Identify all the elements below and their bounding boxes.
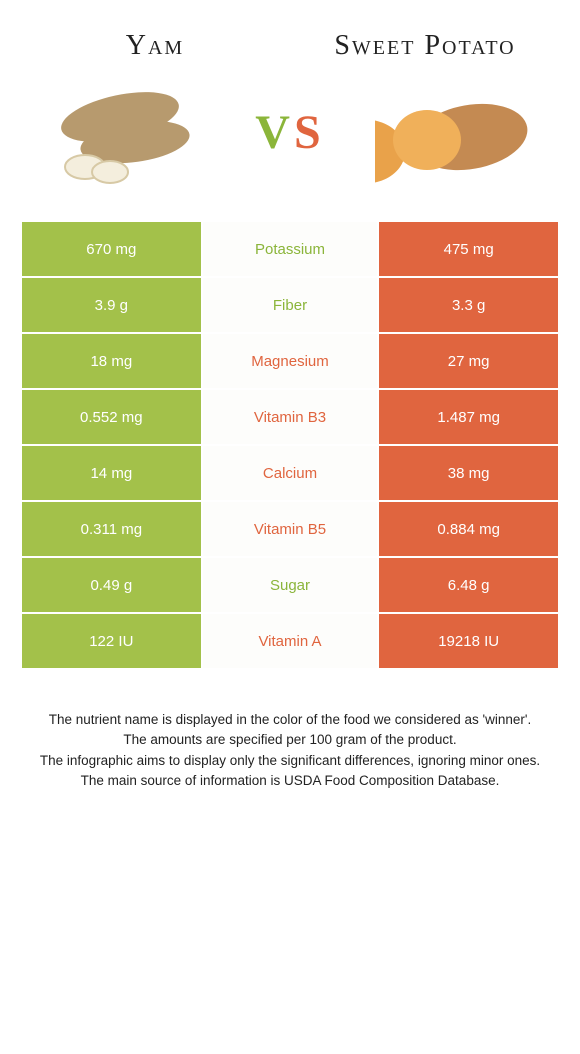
table-row: 18 mgMagnesium27 mg: [22, 334, 558, 390]
right-value: 0.884 mg: [379, 502, 558, 558]
nutrient-label: Sugar: [201, 558, 380, 614]
nutrient-label: Vitamin B3: [201, 390, 380, 446]
left-value: 122 IU: [22, 614, 201, 670]
footer-line-3: The infographic aims to display only the…: [28, 751, 552, 771]
yam-image: [45, 72, 205, 192]
right-food-title: Sweet Potato: [290, 30, 560, 62]
table-row: 0.552 mgVitamin B31.487 mg: [22, 390, 558, 446]
nutrient-label: Magnesium: [201, 334, 380, 390]
nutrient-label: Potassium: [201, 222, 380, 278]
left-value: 0.552 mg: [22, 390, 201, 446]
left-value: 0.49 g: [22, 558, 201, 614]
table-row: 0.311 mgVitamin B50.884 mg: [22, 502, 558, 558]
footer-line-1: The nutrient name is displayed in the co…: [28, 710, 552, 730]
right-value: 27 mg: [379, 334, 558, 390]
left-food-title: Yam: [20, 30, 290, 62]
right-value: 3.3 g: [379, 278, 558, 334]
comparison-table-wrap: 670 mgPotassium475 mg3.9 gFiber3.3 g18 m…: [0, 222, 580, 670]
nutrient-label: Vitamin B5: [201, 502, 380, 558]
table-row: 0.49 gSugar6.48 g: [22, 558, 558, 614]
footer-notes: The nutrient name is displayed in the co…: [0, 670, 580, 791]
left-value: 14 mg: [22, 446, 201, 502]
nutrient-label: Vitamin A: [201, 614, 380, 670]
left-value: 18 mg: [22, 334, 201, 390]
right-value: 6.48 g: [379, 558, 558, 614]
comparison-table: 670 mgPotassium475 mg3.9 gFiber3.3 g18 m…: [22, 222, 558, 670]
left-value: 670 mg: [22, 222, 201, 278]
table-row: 122 IUVitamin A19218 IU: [22, 614, 558, 670]
table-row: 14 mgCalcium38 mg: [22, 446, 558, 502]
right-value: 475 mg: [379, 222, 558, 278]
vs-v-letter: V: [255, 106, 294, 159]
right-value: 19218 IU: [379, 614, 558, 670]
sweet-potato-image: [375, 72, 535, 192]
images-row: VS: [0, 72, 580, 222]
nutrient-label: Calcium: [201, 446, 380, 502]
header: Yam Sweet Potato: [0, 0, 580, 72]
right-value: 1.487 mg: [379, 390, 558, 446]
vs-s-letter: S: [294, 106, 325, 159]
left-value: 3.9 g: [22, 278, 201, 334]
footer-line-2: The amounts are specified per 100 gram o…: [28, 730, 552, 750]
vs-label: VS: [255, 105, 324, 160]
left-value: 0.311 mg: [22, 502, 201, 558]
table-row: 670 mgPotassium475 mg: [22, 222, 558, 278]
nutrient-label: Fiber: [201, 278, 380, 334]
footer-line-4: The main source of information is USDA F…: [28, 771, 552, 791]
right-value: 38 mg: [379, 446, 558, 502]
table-row: 3.9 gFiber3.3 g: [22, 278, 558, 334]
